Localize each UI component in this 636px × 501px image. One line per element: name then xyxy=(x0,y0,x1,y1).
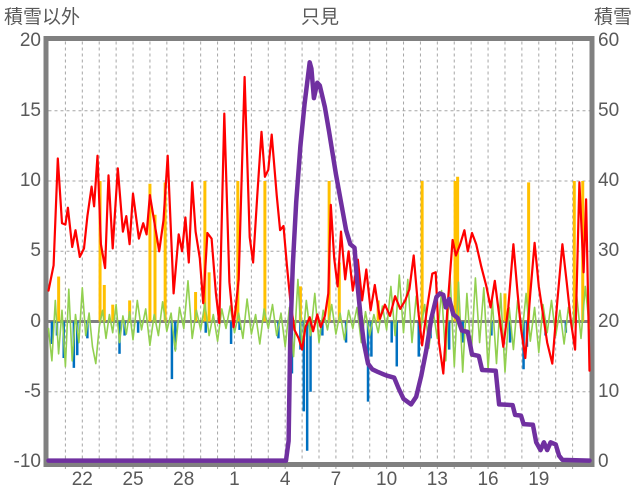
right-axis-tick-label: 20 xyxy=(598,310,620,332)
left-axis-tick-label: 0 xyxy=(30,310,41,332)
right-axis-tick-label: 50 xyxy=(598,99,620,121)
right-axis-title: 積雪 xyxy=(593,7,632,28)
x-axis-tick-label: 10 xyxy=(376,469,398,490)
right-axis-tick-label: 10 xyxy=(598,380,620,402)
plot-border xyxy=(43,36,595,467)
x-axis-tick-label: 4 xyxy=(279,469,291,490)
x-axis-tick-label: 1 xyxy=(229,469,240,490)
left-axis-tick-label: 10 xyxy=(19,170,41,191)
right-axis-tick-label: 30 xyxy=(598,240,620,262)
right-axis-tick-label: 60 xyxy=(598,29,620,51)
chart-title: 只見 xyxy=(300,7,340,28)
x-axis-tick-label: 28 xyxy=(173,469,195,490)
right-axis-tick-label: 40 xyxy=(598,170,620,191)
left-axis-tick-label: 5 xyxy=(30,240,41,262)
x-axis-tick-label: 19 xyxy=(528,469,550,490)
x-axis-tick-label: 22 xyxy=(71,469,93,490)
left-axis-tick-label: -10 xyxy=(13,451,41,472)
left-axis-title: 積雪以外 xyxy=(4,7,81,28)
x-axis-tick-label: 25 xyxy=(122,469,144,490)
left-axis-tick-label: 15 xyxy=(19,99,41,121)
x-axis-tick-label: 7 xyxy=(330,469,342,490)
x-axis-tick-label: 16 xyxy=(477,469,499,490)
purple-line xyxy=(46,60,592,463)
left-axis-tick-label: 20 xyxy=(19,29,41,51)
red-line xyxy=(47,75,591,375)
right-axis-tick-label: 0 xyxy=(598,451,609,472)
left-axis-tick-label: -5 xyxy=(24,380,41,402)
x-axis-tick-label: 13 xyxy=(426,469,448,490)
